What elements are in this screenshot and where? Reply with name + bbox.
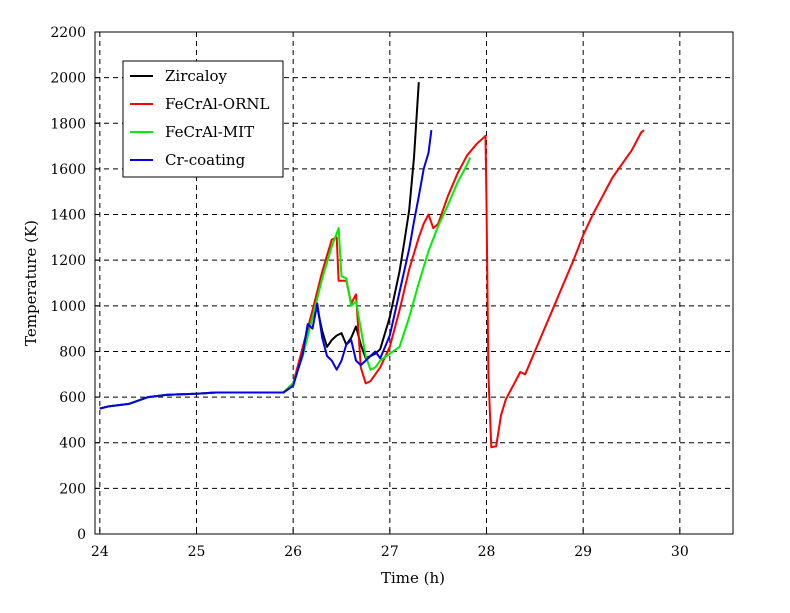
y-tick-label: 1400: [50, 208, 86, 224]
ticks: 24 25 26 27 28 29 30 0 200 400 600 800 1000 1200 1400 1…: [50, 25, 688, 560]
y-tick-label: 200: [59, 481, 86, 497]
y-tick-label: 1800: [50, 116, 86, 132]
x-tick-label: 29: [574, 544, 592, 560]
y-tick-label: 600: [59, 390, 86, 406]
y-tick-label: 1600: [50, 162, 86, 178]
y-tick-label: 2000: [50, 71, 86, 87]
y-tick-label: 800: [59, 344, 86, 360]
legend-box: [122, 60, 284, 178]
series-layer: [99, 82, 645, 449]
y-axis-title: Temperature (K): [22, 220, 40, 346]
x-tick-label: 25: [188, 544, 206, 560]
plot-frame: [94, 31, 734, 535]
y-tick-label: 0: [77, 527, 86, 543]
legend: Zircaloy FeCrAl-ORNL FeCrAl-MIT Cr-coating: [122, 60, 284, 178]
x-axis-title: Time (h): [381, 569, 445, 587]
x-tick-label: 24: [91, 544, 109, 560]
x-tick-label: 30: [671, 544, 689, 560]
series-line-cr-coating: [99, 129, 433, 410]
legend-label: FeCrAl-ORNL: [165, 95, 270, 113]
legend-label: FeCrAl-MIT: [165, 123, 254, 141]
legend-label: Cr-coating: [165, 151, 246, 169]
series-line-fecral-ornl: [99, 129, 645, 449]
x-tick-label: 28: [478, 544, 496, 560]
x-tick-label: 26: [284, 544, 302, 560]
y-tick-label: 1000: [50, 299, 86, 315]
x-tick-label: 27: [381, 544, 399, 560]
grid: [95, 32, 733, 534]
y-tick-label: 400: [59, 436, 86, 452]
y-tick-label: 2200: [50, 25, 86, 41]
legend-label: Zircaloy: [165, 67, 228, 85]
y-tick-label: 1200: [50, 253, 86, 269]
